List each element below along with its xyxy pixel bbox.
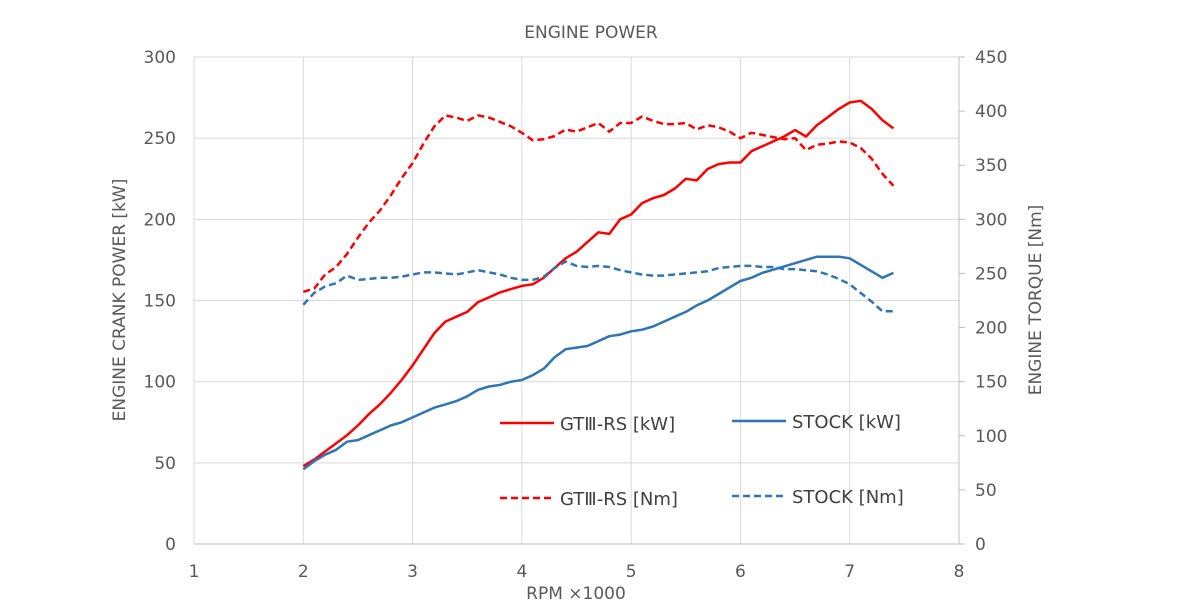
y-right-tick-label: 450 <box>975 48 1007 68</box>
series-line-3 <box>302 260 894 313</box>
y-right-tick-label: 350 <box>975 156 1007 176</box>
x-tick-label: 5 <box>626 562 637 582</box>
legend-label-1: STOCK [kW] <box>792 412 901 433</box>
y-right-tick-label: 300 <box>975 210 1007 230</box>
x-tick-label: 4 <box>516 562 527 582</box>
y-right-tick-label: 50 <box>975 481 997 501</box>
x-tick-label: 2 <box>298 562 309 582</box>
series-line-0 <box>302 99 895 468</box>
y-axis-left-title: ENGINE CRANK POWER [kW] <box>110 179 130 422</box>
y-left-tick-label: 150 <box>144 292 176 312</box>
y-left-tick-label: 100 <box>144 373 176 393</box>
legend-label-3: STOCK [Nm] <box>792 487 904 508</box>
y-axis-right-title: ENGINE TORQUE [Nm] <box>1026 205 1046 396</box>
y-left-tick-label: 250 <box>144 129 176 149</box>
y-left-tick-label: 50 <box>154 454 176 474</box>
y-right-tick-label: 0 <box>975 535 986 555</box>
legend-label-2: GTⅢ-RS [Nm] <box>560 489 678 510</box>
x-tick-label: 1 <box>189 562 200 582</box>
y-left-tick-label: 0 <box>165 535 176 555</box>
x-tick-label: 7 <box>844 562 855 582</box>
y-right-tick-label: 400 <box>975 102 1007 122</box>
x-tick-label: 3 <box>407 562 418 582</box>
chart-title: ENGINE POWER <box>524 23 658 43</box>
x-axis-title: RPM ×1000 <box>526 584 626 604</box>
series-lines <box>302 99 895 471</box>
series-line-1 <box>302 255 894 471</box>
y-right-tick-label: 100 <box>975 427 1007 447</box>
x-tick-label: 6 <box>735 562 746 582</box>
series-line-2 <box>302 114 895 293</box>
y-left-tick-label: 200 <box>144 210 176 230</box>
x-tick-label: 8 <box>954 562 965 582</box>
y-left-tick-label: 300 <box>144 48 176 68</box>
y-right-tick-label: 150 <box>975 373 1007 393</box>
legend: GTⅢ-RS [kW] STOCK [kW] GTⅢ-RS [Nm] STOCK [N… <box>500 412 904 510</box>
y-right-tick-label: 200 <box>975 319 1007 339</box>
legend-label-0: GTⅢ-RS [kW] <box>560 414 675 435</box>
y-right-tick-label: 250 <box>975 264 1007 284</box>
axes: 1 2 3 4 5 6 7 805010015020025030005010015020025… <box>144 48 1008 582</box>
